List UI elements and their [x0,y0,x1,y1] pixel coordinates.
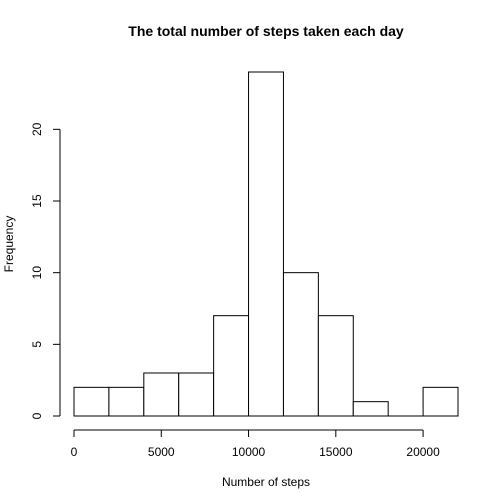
y-tick-label: 0 [30,412,44,419]
x-axis: 0 5000 10000 15000 20000 [71,429,440,459]
y-tick-label: 20 [30,122,44,136]
bars-group [73,71,459,417]
histogram-bar [248,71,284,417]
y-axis-label: Frequency [2,216,16,273]
x-tick-label: 10000 [232,445,266,459]
chart-title: The total number of steps taken each day [128,23,404,39]
x-tick-label: 0 [71,445,78,459]
x-tick-label: 20000 [406,445,440,459]
y-axis: 0 5 10 15 20 [30,122,61,419]
y-tick-label: 10 [30,266,44,280]
y-tick-label: 15 [30,194,44,208]
x-axis-label: Number of steps [222,475,310,489]
x-tick-label: 5000 [148,445,175,459]
histogram-bar [282,272,319,417]
histogram-bar [422,386,459,417]
histogram-bar [108,386,145,417]
histogram-bar [73,386,110,417]
histogram-bar [352,401,389,417]
histogram-bar [317,315,354,417]
histogram-bar [213,315,250,417]
histogram-bar [143,372,180,417]
x-tick-label: 15000 [319,445,353,459]
y-tick-label: 5 [30,341,44,348]
histogram-bar [178,372,215,417]
